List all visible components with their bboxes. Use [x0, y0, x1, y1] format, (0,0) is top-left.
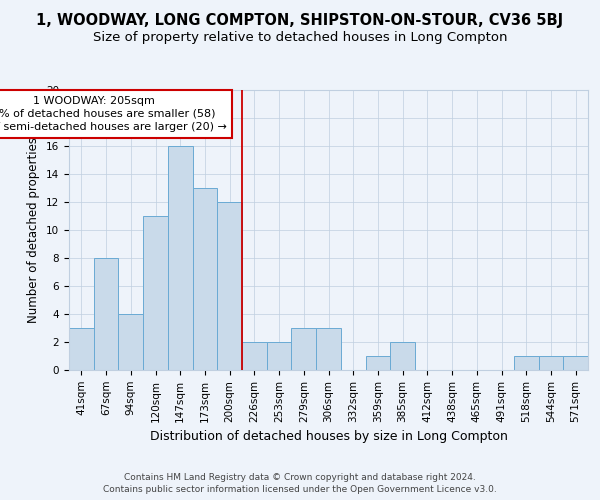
Bar	[267, 342, 292, 370]
Bar	[539, 356, 563, 370]
Bar	[292, 328, 316, 370]
Bar	[69, 328, 94, 370]
Y-axis label: Number of detached properties: Number of detached properties	[28, 137, 40, 323]
Bar	[514, 356, 539, 370]
Bar	[365, 356, 390, 370]
Bar	[118, 314, 143, 370]
Bar	[193, 188, 217, 370]
Bar	[390, 342, 415, 370]
Text: 1, WOODWAY, LONG COMPTON, SHIPSTON-ON-STOUR, CV36 5BJ: 1, WOODWAY, LONG COMPTON, SHIPSTON-ON-ST…	[37, 12, 563, 28]
Bar	[563, 356, 588, 370]
Bar	[242, 342, 267, 370]
Bar	[168, 146, 193, 370]
Text: 1 WOODWAY: 205sqm
← 73% of detached houses are smaller (58)
25% of semi-detached: 1 WOODWAY: 205sqm ← 73% of detached hous…	[0, 96, 227, 132]
X-axis label: Distribution of detached houses by size in Long Compton: Distribution of detached houses by size …	[149, 430, 508, 443]
Text: Size of property relative to detached houses in Long Compton: Size of property relative to detached ho…	[93, 32, 507, 44]
Text: Contains HM Land Registry data © Crown copyright and database right 2024.
Contai: Contains HM Land Registry data © Crown c…	[103, 472, 497, 494]
Bar	[316, 328, 341, 370]
Bar	[217, 202, 242, 370]
Bar	[143, 216, 168, 370]
Bar	[94, 258, 118, 370]
